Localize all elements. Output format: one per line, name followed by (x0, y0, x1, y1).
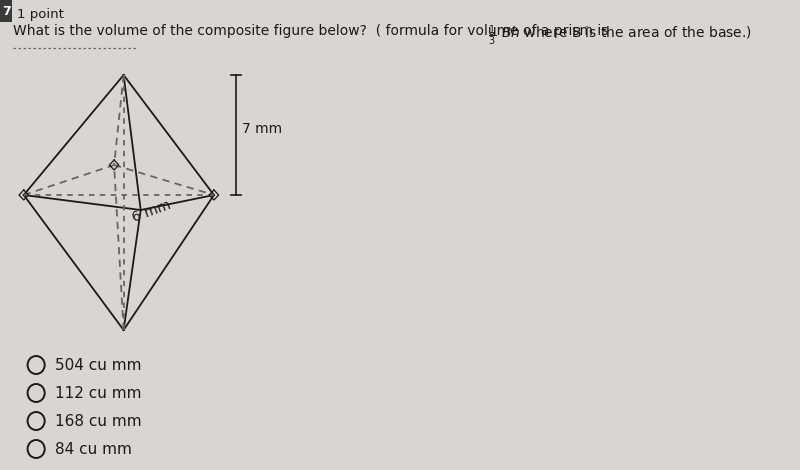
Text: 168 cu mm: 168 cu mm (55, 414, 142, 429)
Text: $Bh$ where B is the area of the base.): $Bh$ where B is the area of the base.) (501, 24, 752, 40)
Text: 1 point: 1 point (17, 8, 64, 21)
Text: 504 cu mm: 504 cu mm (55, 358, 142, 373)
FancyBboxPatch shape (0, 0, 12, 22)
Text: What is the volume of the composite figure below?  ( formula for volume of a pri: What is the volume of the composite figu… (14, 24, 613, 38)
Text: 7 mm: 7 mm (242, 122, 282, 136)
Text: 6 mm: 6 mm (130, 197, 173, 224)
Text: 84 cu mm: 84 cu mm (55, 441, 132, 456)
Text: 7: 7 (2, 5, 10, 17)
Text: 112 cu mm: 112 cu mm (55, 385, 142, 400)
Text: $\frac{1}{3}$: $\frac{1}{3}$ (488, 24, 496, 48)
